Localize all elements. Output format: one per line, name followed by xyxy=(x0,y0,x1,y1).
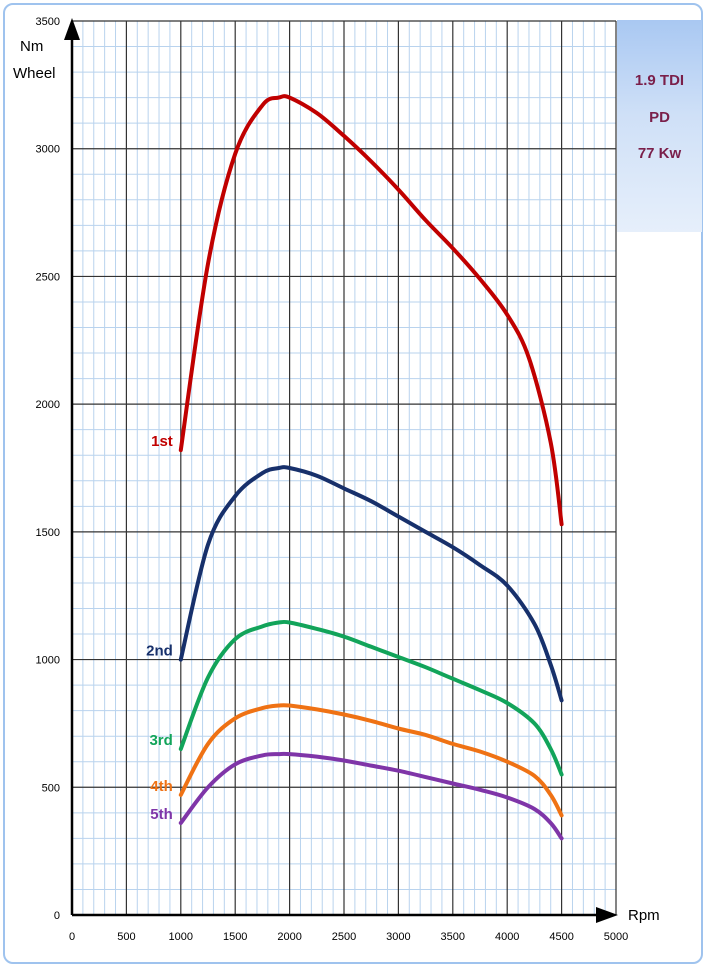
x-tick-label: 3500 xyxy=(441,931,465,943)
x-tick-label: 0 xyxy=(69,931,75,943)
x-tick-label: 5000 xyxy=(604,931,628,943)
y-tick-label: 3500 xyxy=(36,16,60,28)
series-line-5th xyxy=(178,751,564,841)
engine-model: 1.9 TDI xyxy=(634,72,685,89)
y-tick-label: 3000 xyxy=(36,144,60,156)
x-tick-label: 1500 xyxy=(223,931,247,943)
axes xyxy=(64,18,618,923)
y-axis-title-line-2: Wheel xyxy=(13,65,56,82)
x-tick-label: 1000 xyxy=(169,931,193,943)
series-label-5th: 5th xyxy=(150,806,173,823)
tick-labels: 0 500 1000 1500 2000 2500 3000 3500 4000 4500 5000… xyxy=(36,16,629,943)
y-axis-arrow xyxy=(64,18,80,40)
chart-frame xyxy=(3,3,703,964)
x-tick-label: 3000 xyxy=(386,931,410,943)
series-label-2nd: 2nd xyxy=(146,643,173,660)
x-tick-label: 4500 xyxy=(549,931,573,943)
x-tick-label: 500 xyxy=(117,931,135,943)
y-tick-label: 1000 xyxy=(36,655,60,667)
major-grid xyxy=(72,20,617,915)
x-axis-title: Rpm xyxy=(628,907,660,924)
series-lines xyxy=(178,94,564,841)
series-line-4th xyxy=(178,703,564,818)
series-label-1st: 1st xyxy=(151,433,173,450)
x-tick-label: 2000 xyxy=(277,931,301,943)
engine-info-panel: 1.9 TDI PD 77 Kw xyxy=(617,20,702,232)
y-tick-label: 2000 xyxy=(36,399,60,411)
series-line-1st xyxy=(178,94,564,527)
engine-power: 77 Kw xyxy=(637,145,682,162)
y-tick-label: 2500 xyxy=(36,271,60,283)
series-labels: 1st 2nd 3rd 4th 5th xyxy=(146,433,173,823)
series-line-3rd xyxy=(178,619,564,777)
minor-grid xyxy=(72,21,616,915)
series-label-3rd: 3rd xyxy=(149,732,172,749)
y-axis-title-line-1: Nm xyxy=(20,38,43,55)
series-label-4th: 4th xyxy=(150,778,173,795)
y-tick-label: 0 xyxy=(54,910,60,922)
y-tick-label: 500 xyxy=(42,782,60,794)
engine-type: PD xyxy=(649,109,670,126)
series-line-2nd xyxy=(178,465,564,703)
x-axis-arrow xyxy=(596,907,618,923)
y-tick-label: 1500 xyxy=(36,527,60,539)
x-tick-label: 4000 xyxy=(495,931,519,943)
x-tick-label: 2500 xyxy=(332,931,356,943)
